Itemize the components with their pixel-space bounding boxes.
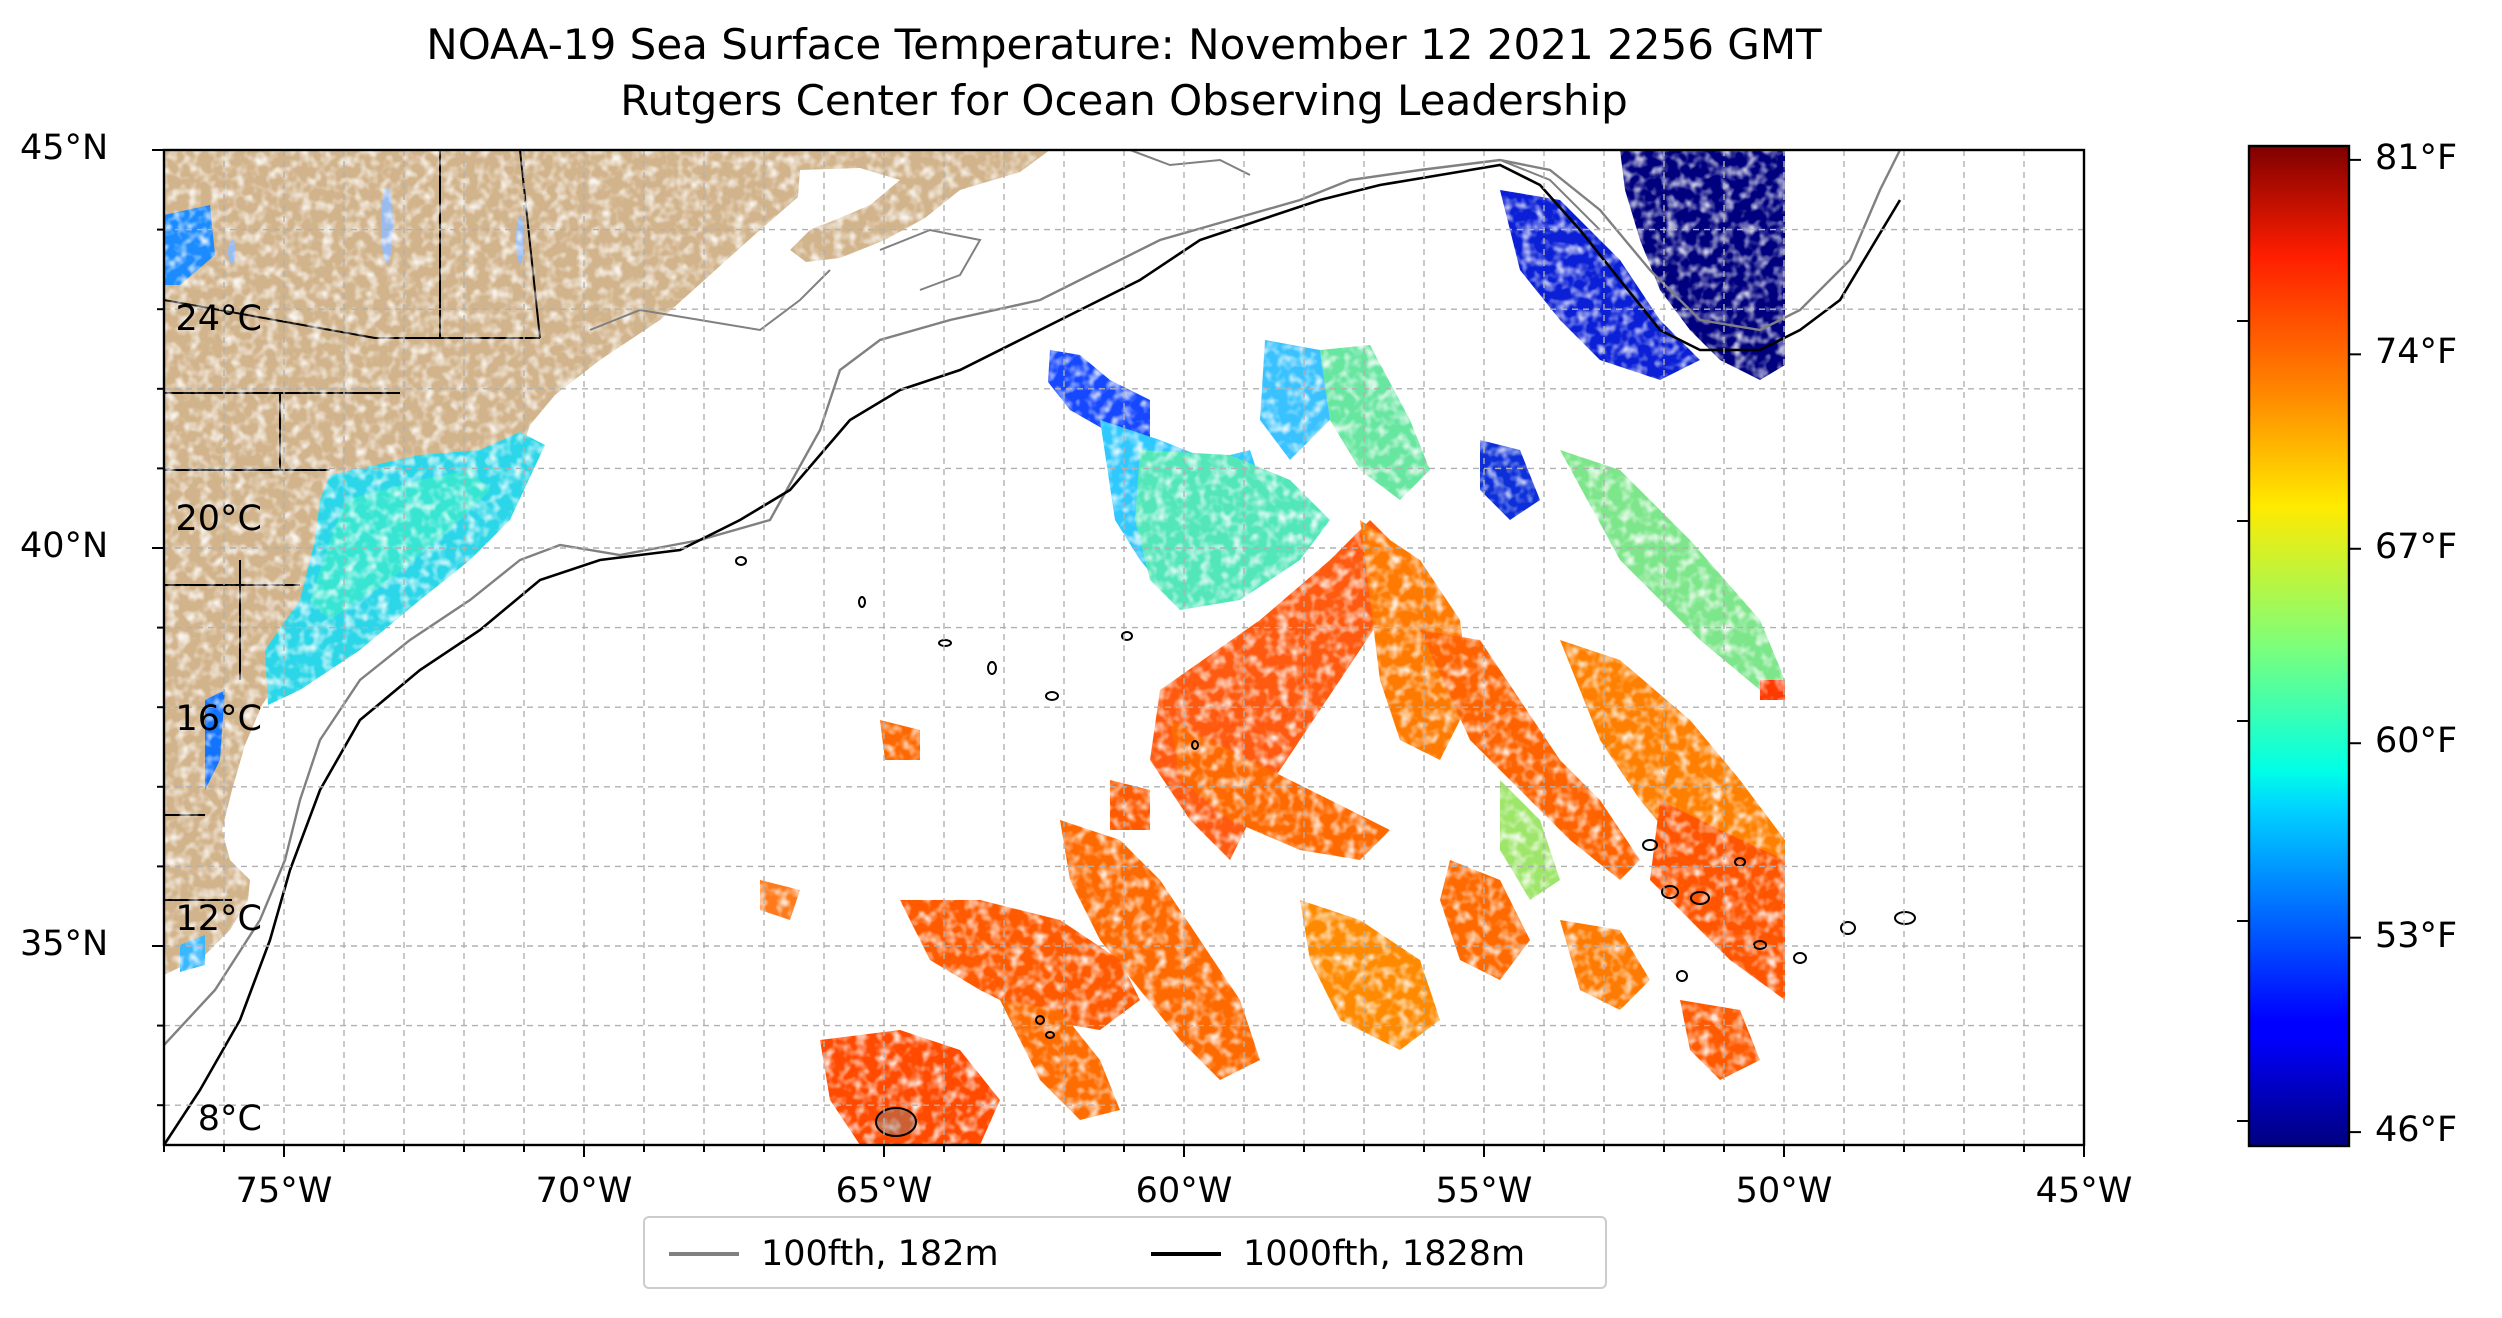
legend-label-100fth: 100fth, 182m [761, 1234, 999, 1274]
lat-tick-label: 40°N [20, 526, 109, 566]
lon-tick-label: 75°W [235, 1171, 333, 1211]
lon-tick-label: 70°W [535, 1171, 633, 1211]
colorbar-label-fahrenheit: 81°F [2375, 137, 2458, 178]
colorbar-label-celsius: 16°C [175, 699, 262, 739]
lon-tick-label: 45°W [2035, 1171, 2133, 1211]
legend-item-100fth: 100fth, 182m [669, 1232, 999, 1276]
lat-tick-label: 35°N [20, 924, 109, 964]
colorbar-label-fahrenheit: 74°F [2375, 332, 2458, 373]
legend-item-1000fth: 1000fth, 1828m [1151, 1232, 1525, 1276]
legend-swatch-100fth [669, 1252, 739, 1256]
colorbar-label-fahrenheit: 60°F [2375, 721, 2458, 762]
legend-label-1000fth: 1000fth, 1828m [1243, 1234, 1526, 1274]
colorbar-label-celsius: 24°C [175, 299, 262, 339]
colorbar-ticks [2237, 158, 2361, 1134]
colorbar-label-fahrenheit: 53°F [2375, 915, 2458, 956]
isobath-100fth [164, 150, 1902, 1046]
colorbar-label-celsius: 20°C [175, 499, 262, 539]
colorbar-label-celsius: 8°C [197, 1099, 262, 1139]
legend-swatch-1000fth [1151, 1252, 1221, 1256]
legend: 100fth, 182m 1000fth, 1828m [643, 1216, 1607, 1289]
colorbar-scale [2247, 144, 2351, 1148]
colorbar-label-celsius: 12°C [175, 899, 262, 939]
figure-title: NOAA-19 Sea Surface Temperature: Novembe… [426, 20, 1822, 69]
isobath-1000fth [164, 163, 1902, 1145]
isobath-100fth-gulf-of-maine [589, 150, 1601, 332]
lon-tick-label: 55°W [1435, 1171, 1533, 1211]
lat-tick-label: 45°N [20, 128, 109, 168]
map-ticks [152, 149, 2085, 1157]
seamount-contours [735, 556, 1916, 1137]
lon-tick-label: 50°W [1735, 1171, 1833, 1211]
colorbar-label-fahrenheit: 67°F [2375, 526, 2458, 567]
figure-subtitle: Rutgers Center for Ocean Observing Leade… [620, 76, 1628, 125]
gridlines [164, 150, 2084, 1145]
colorbar-label-fahrenheit: 46°F [2375, 1110, 2458, 1151]
lon-tick-label: 65°W [835, 1171, 933, 1211]
lon-tick-label: 60°W [1135, 1171, 1233, 1211]
